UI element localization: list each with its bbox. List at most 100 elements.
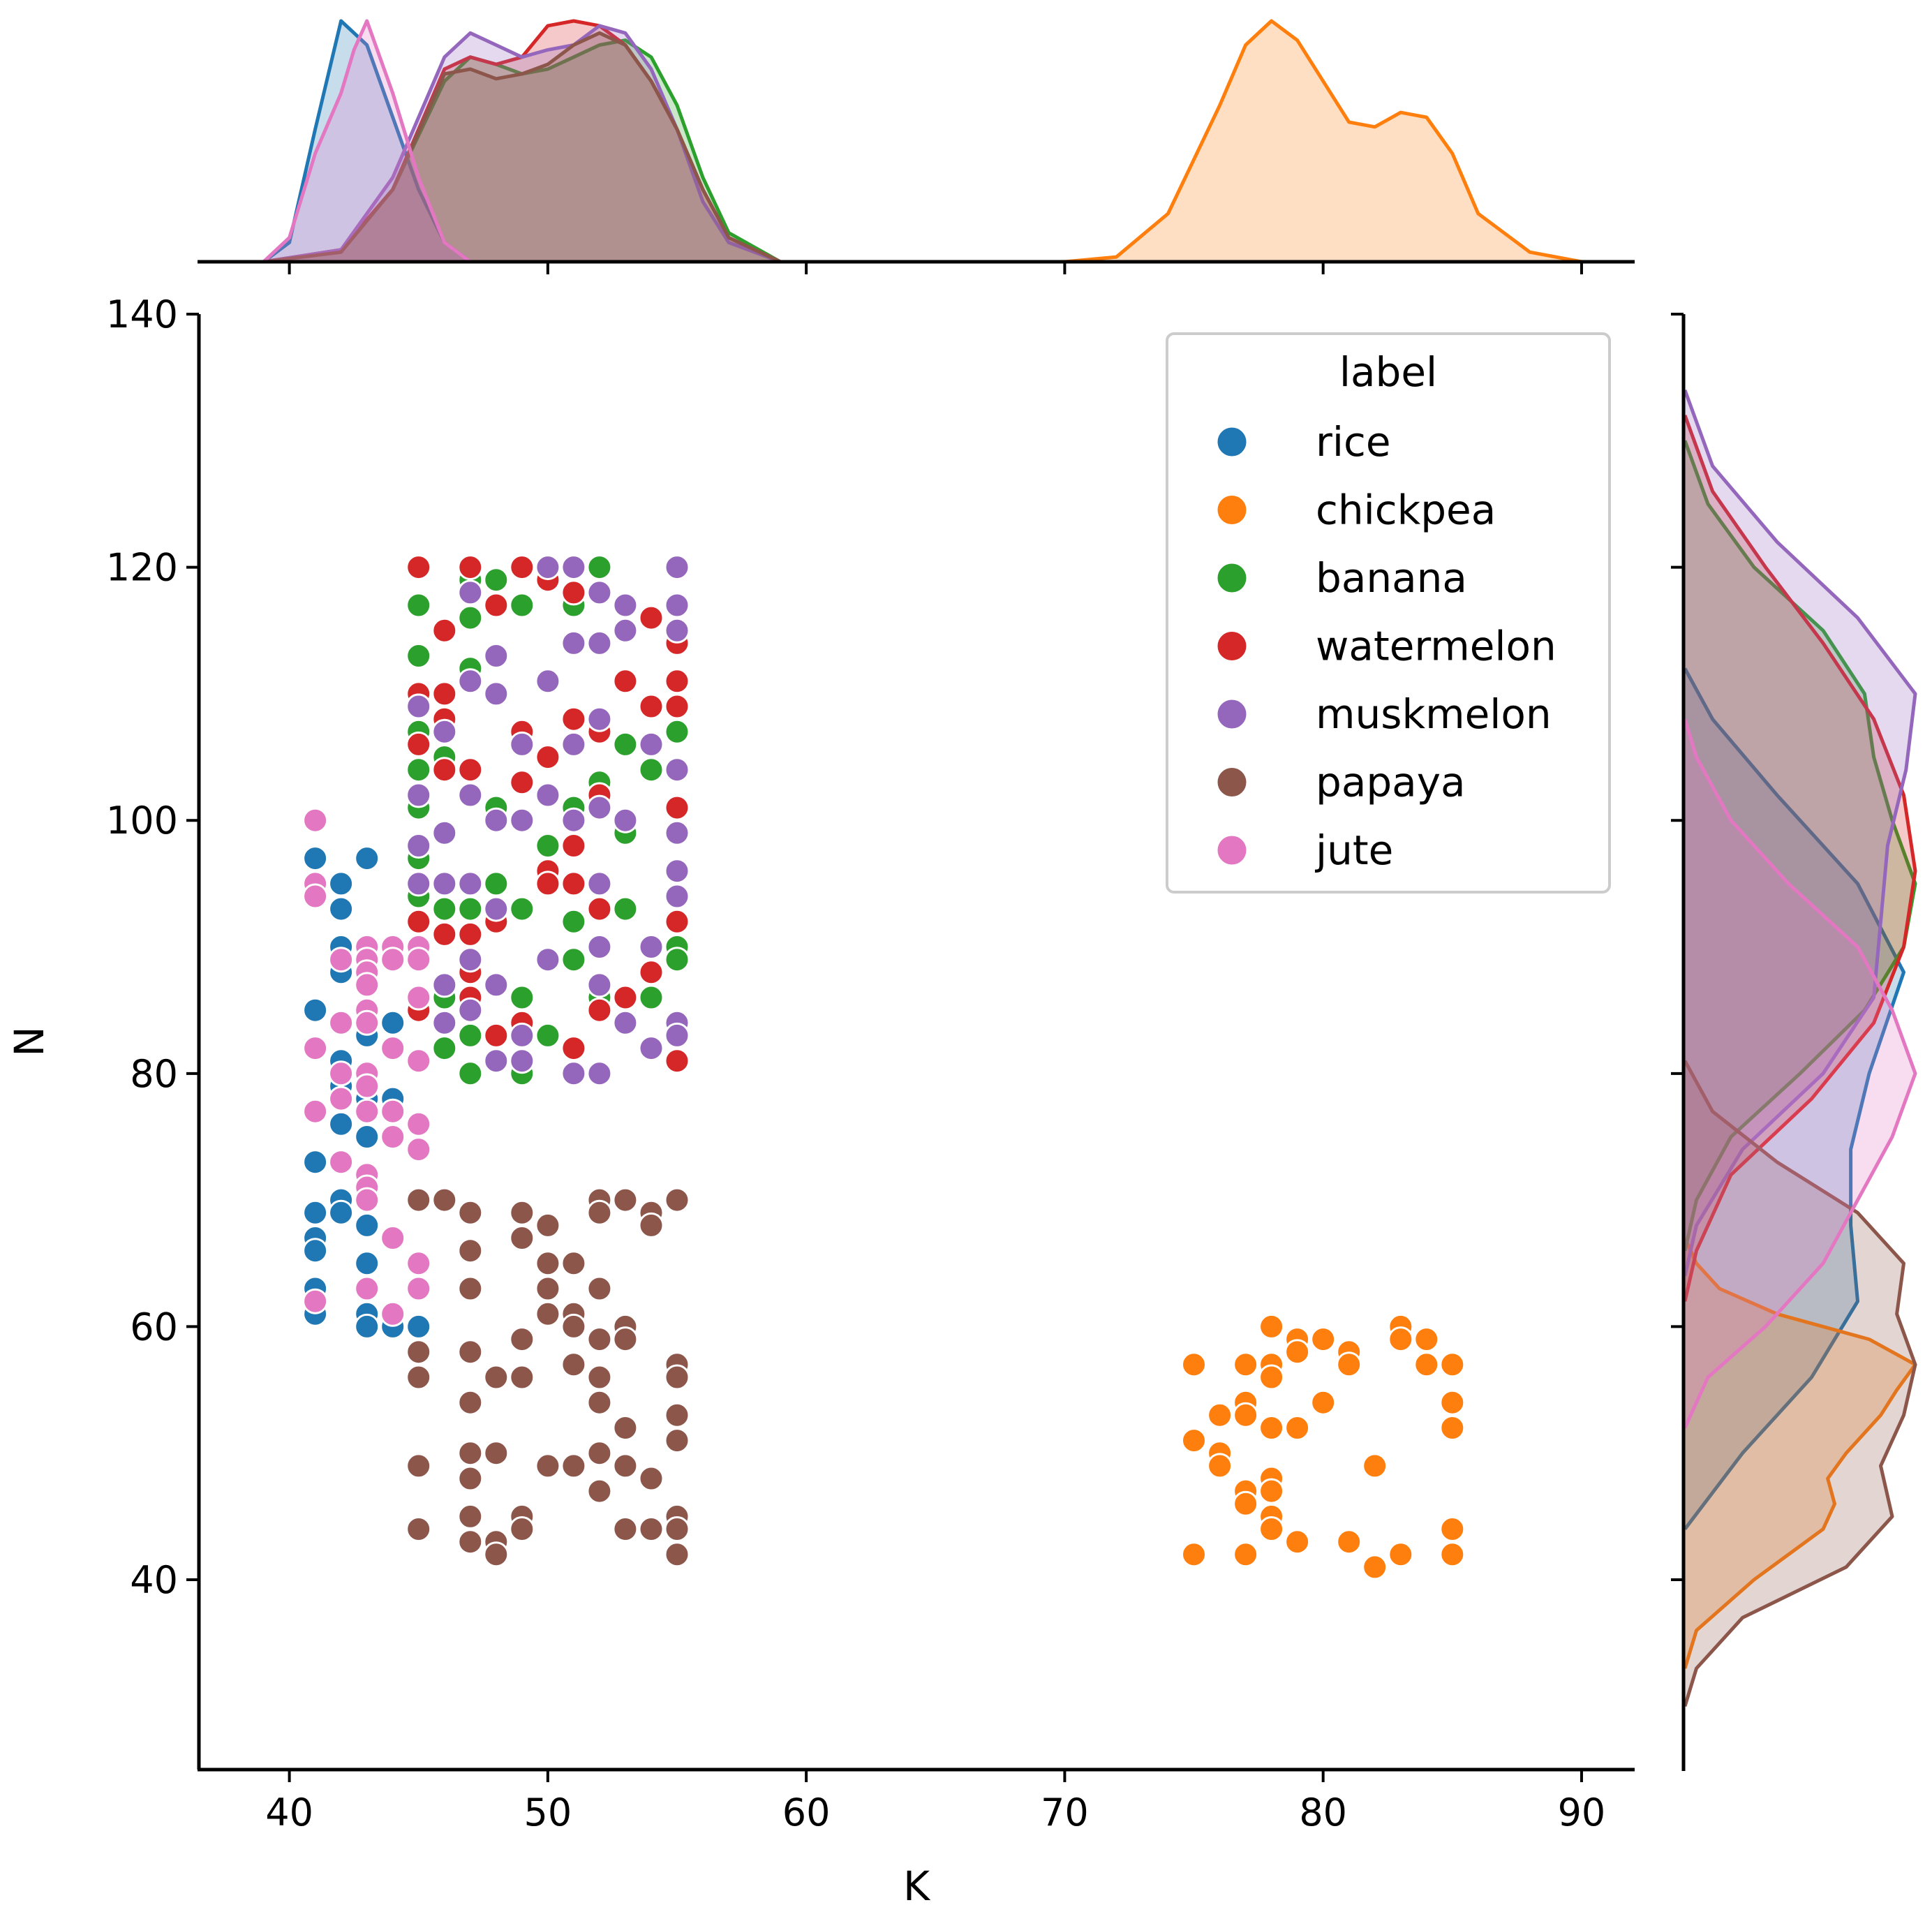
- point-muskmelon: [560, 1060, 587, 1087]
- point-papaya: [586, 1326, 613, 1353]
- point-muskmelon: [664, 883, 690, 910]
- point-watermelon: [612, 668, 639, 695]
- marginal-y-kde: [1683, 389, 1917, 1707]
- point-papaya: [457, 1199, 484, 1226]
- point-muskmelon: [560, 554, 587, 581]
- point-muskmelon: [509, 731, 535, 757]
- point-muskmelon: [406, 782, 432, 808]
- point-watermelon: [664, 1048, 690, 1074]
- point-watermelon: [560, 833, 587, 859]
- point-rice: [354, 1313, 380, 1340]
- point-jute: [406, 1275, 432, 1302]
- point-banana: [457, 1060, 484, 1087]
- legend-marker-papaya: [1215, 766, 1249, 799]
- point-jute: [406, 984, 432, 1011]
- point-jute: [302, 1035, 329, 1062]
- x-tick-label: 80: [1299, 1791, 1347, 1835]
- point-jute: [328, 1149, 355, 1176]
- point-muskmelon: [431, 718, 458, 745]
- point-papaya: [560, 1351, 587, 1378]
- kde-x-fill-banana: [263, 40, 781, 262]
- y-tick-label: 80: [130, 1052, 178, 1096]
- point-banana: [560, 908, 587, 935]
- point-chickpea: [1284, 1415, 1311, 1441]
- kde-x-fill-rice: [263, 21, 470, 262]
- legend-marker-jute: [1215, 833, 1249, 867]
- point-muskmelon: [664, 757, 690, 783]
- point-jute: [302, 883, 329, 910]
- point-papaya: [664, 1402, 690, 1428]
- point-rice: [354, 1250, 380, 1277]
- point-muskmelon: [431, 1009, 458, 1036]
- point-chickpea: [1336, 1351, 1362, 1378]
- point-watermelon: [406, 908, 432, 935]
- point-muskmelon: [586, 630, 613, 656]
- point-muskmelon: [586, 1060, 613, 1087]
- point-papaya: [483, 1364, 510, 1391]
- point-jute: [328, 1085, 355, 1112]
- point-watermelon: [664, 668, 690, 695]
- point-jute: [380, 1300, 406, 1327]
- point-muskmelon: [535, 668, 561, 695]
- point-chickpea: [1207, 1402, 1233, 1428]
- kde-y-line-muskmelon: [1683, 389, 1917, 1277]
- kde-y-line-chickpea: [1683, 1237, 1917, 1669]
- x-axis-title: K: [903, 1862, 931, 1910]
- point-muskmelon: [406, 870, 432, 897]
- point-jute: [406, 947, 432, 973]
- point-banana: [535, 1022, 561, 1048]
- y-tick-label: 60: [130, 1305, 178, 1349]
- point-papaya: [406, 1453, 432, 1479]
- point-rice: [354, 845, 380, 872]
- point-watermelon: [638, 693, 664, 720]
- point-papaya: [509, 1199, 535, 1226]
- x-tick-label: 60: [782, 1791, 831, 1835]
- point-jute: [302, 807, 329, 833]
- point-chickpea: [1258, 1516, 1285, 1542]
- point-papaya: [509, 1326, 535, 1353]
- point-muskmelon: [457, 579, 484, 606]
- point-banana: [457, 605, 484, 631]
- point-banana: [509, 896, 535, 922]
- point-papaya: [638, 1212, 664, 1238]
- point-chickpea: [1439, 1516, 1466, 1542]
- y-tick-label: 120: [106, 546, 178, 590]
- point-papaya: [612, 1326, 639, 1353]
- kde-y-fill-banana: [1685, 440, 1915, 1251]
- point-muskmelon: [457, 997, 484, 1023]
- point-papaya: [586, 1364, 613, 1391]
- point-jute: [406, 1136, 432, 1163]
- legend-marker-muskmelon: [1215, 697, 1249, 731]
- point-banana: [612, 731, 639, 757]
- point-muskmelon: [509, 1048, 535, 1074]
- point-chickpea: [1284, 1339, 1311, 1365]
- point-chickpea: [1413, 1351, 1440, 1378]
- point-watermelon: [586, 997, 613, 1023]
- point-muskmelon: [586, 870, 613, 897]
- point-muskmelon: [586, 794, 613, 821]
- point-jute: [302, 1288, 329, 1314]
- kde-y-line-watermelon: [1683, 415, 1917, 1302]
- point-chickpea: [1181, 1351, 1207, 1378]
- point-watermelon: [664, 693, 690, 720]
- point-chickpea: [1284, 1529, 1311, 1555]
- point-chickpea: [1233, 1541, 1259, 1568]
- point-muskmelon: [483, 807, 510, 833]
- legend-label-rice: rice: [1316, 418, 1391, 466]
- point-chickpea: [1258, 1313, 1285, 1340]
- legend-marker-banana: [1215, 561, 1249, 595]
- point-papaya: [638, 1465, 664, 1492]
- x-tick-label: 40: [265, 1791, 313, 1835]
- point-papaya: [457, 1238, 484, 1264]
- point-papaya: [457, 1440, 484, 1467]
- point-rice: [328, 896, 355, 922]
- point-chickpea: [1388, 1326, 1414, 1353]
- point-rice: [328, 870, 355, 897]
- kde-x-fill-chickpea: [1064, 21, 1582, 262]
- point-muskmelon: [431, 972, 458, 998]
- point-muskmelon: [457, 668, 484, 695]
- point-chickpea: [1336, 1529, 1362, 1555]
- point-muskmelon: [457, 870, 484, 897]
- point-papaya: [638, 1516, 664, 1542]
- y-tick-label: 40: [130, 1558, 178, 1602]
